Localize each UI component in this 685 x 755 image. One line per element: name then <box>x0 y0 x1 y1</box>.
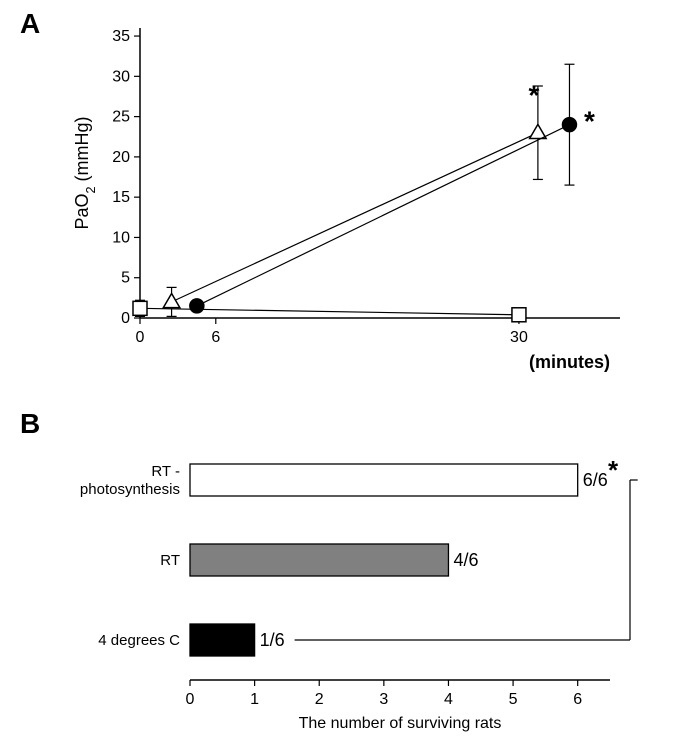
svg-text:PaO2 (mmHg): PaO2 (mmHg) <box>72 116 98 229</box>
svg-text:(minutes): (minutes) <box>529 352 610 372</box>
svg-text:30: 30 <box>112 68 130 85</box>
svg-text:*: * <box>528 80 539 111</box>
svg-text:RT -: RT - <box>151 463 180 480</box>
svg-text:0: 0 <box>121 310 130 327</box>
svg-text:photosynthesis: photosynthesis <box>80 481 180 498</box>
svg-text:1/6: 1/6 <box>260 630 285 650</box>
svg-text:4/6: 4/6 <box>453 550 478 570</box>
panel-a-label: A <box>20 8 40 40</box>
svg-text:15: 15 <box>112 189 130 206</box>
svg-text:*: * <box>584 106 595 137</box>
svg-text:3: 3 <box>379 691 388 708</box>
svg-text:6/6: 6/6 <box>583 470 608 490</box>
svg-text:35: 35 <box>112 28 130 45</box>
svg-text:0: 0 <box>186 691 195 708</box>
svg-text:5: 5 <box>121 270 130 287</box>
svg-text:4 degrees C: 4 degrees C <box>98 632 180 649</box>
svg-text:2: 2 <box>315 691 324 708</box>
svg-text:6: 6 <box>573 691 582 708</box>
svg-text:5: 5 <box>509 691 518 708</box>
svg-text:0: 0 <box>136 329 145 346</box>
svg-text:6: 6 <box>211 329 220 346</box>
svg-text:4: 4 <box>444 691 453 708</box>
svg-text:*: * <box>608 455 619 485</box>
svg-text:The number of surviving rats: The number of surviving rats <box>299 715 502 732</box>
svg-text:10: 10 <box>112 229 130 246</box>
svg-text:RT: RT <box>160 552 180 569</box>
svg-text:1: 1 <box>250 691 259 708</box>
svg-text:25: 25 <box>112 109 130 126</box>
svg-text:30: 30 <box>510 329 528 346</box>
panel-b-chart: 6/6 RT -photosynthesis 4/6 RT 1/6 4 degrees C… <box>30 430 670 750</box>
svg-text:20: 20 <box>112 149 130 166</box>
panel-a-chart: 0 5 10 15 20 25 30 35 0 6 30 PaO2 (mmHg) (minutes) * * <box>60 8 660 388</box>
